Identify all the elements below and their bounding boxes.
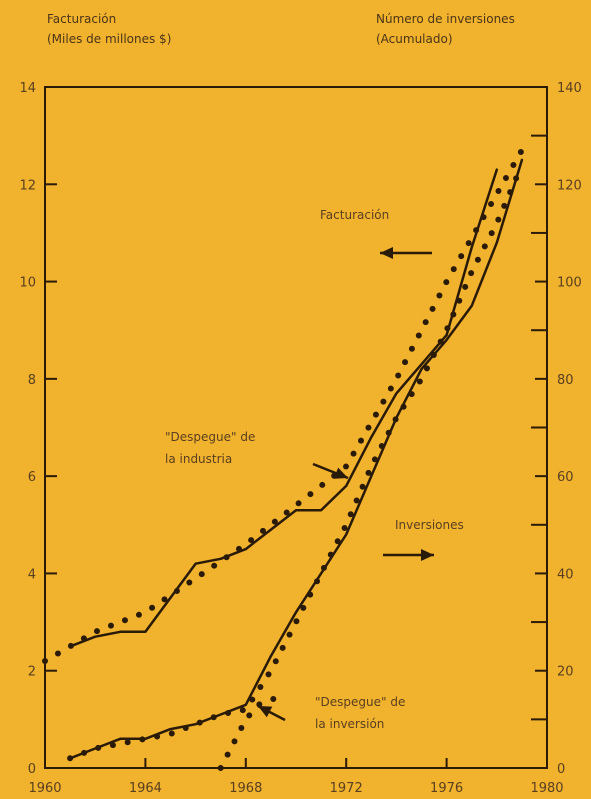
y-left-tick-label: 12 xyxy=(19,178,36,193)
series-line-inversiones-tendencia xyxy=(67,161,525,762)
y-left-tick-label: 4 xyxy=(28,567,36,582)
annotation-despegue-inversion-line2: la inversión xyxy=(315,717,385,731)
y-right-tick-label: 60 xyxy=(557,470,574,485)
annotation-despegue-inversion-line1: "Despegue" de xyxy=(315,695,406,709)
y-right-tick-label: 0 xyxy=(557,762,565,777)
x-tick-label: 1968 xyxy=(229,781,262,796)
y-left-tick-label: 2 xyxy=(28,665,36,680)
x-tick-label: 1980 xyxy=(530,781,563,796)
annotation-despegue-industria-line1: "Despegue" de xyxy=(165,430,256,444)
y-left-tick-label: 10 xyxy=(19,276,36,291)
left-axis-title-line1: Facturación xyxy=(47,12,117,26)
right-axis-title-line2: (Acumulado) xyxy=(376,32,453,46)
x-tick-label: 1964 xyxy=(129,781,162,796)
y-left-tick-label: 6 xyxy=(28,470,36,485)
x-tick-label: 1972 xyxy=(330,781,363,796)
series-line-despegue-inversion-branch xyxy=(217,692,287,771)
x-tick-label: 1960 xyxy=(28,781,61,796)
left-axis-title-line2: (Miles de millones $) xyxy=(47,32,172,46)
plot-frame xyxy=(44,86,548,769)
y-right-tick-label: 120 xyxy=(557,178,582,193)
annotation-inversiones: Inversiones xyxy=(395,518,464,532)
arrow-despegue-industria-head xyxy=(333,467,348,479)
y-left-tick-label: 0 xyxy=(28,762,36,777)
series-line-facturacion-real xyxy=(68,168,499,648)
right-axis-title-line1: Número de inversiones xyxy=(376,12,515,26)
arrow-facturacion-head xyxy=(380,247,393,259)
y-left-tick-label: 8 xyxy=(28,373,36,388)
annotation-facturacion: Facturación xyxy=(320,208,390,222)
series-line-inversiones-real xyxy=(68,158,524,760)
annotation-despegue-industria-line2: la industria xyxy=(165,452,233,466)
y-right-tick-label: 40 xyxy=(557,567,574,582)
y-right-tick-label: 80 xyxy=(557,373,574,388)
y-left-tick-label: 14 xyxy=(19,81,36,96)
y-right-tick-label: 100 xyxy=(557,276,582,291)
series-line-facturacion-tendencia xyxy=(42,147,525,664)
x-tick-label: 1976 xyxy=(430,781,463,796)
y-right-tick-label: 20 xyxy=(557,665,574,680)
arrow-despegue-inversion-head xyxy=(258,706,273,718)
arrow-inversiones-head xyxy=(421,549,434,561)
y-right-tick-label: 140 xyxy=(557,81,582,96)
